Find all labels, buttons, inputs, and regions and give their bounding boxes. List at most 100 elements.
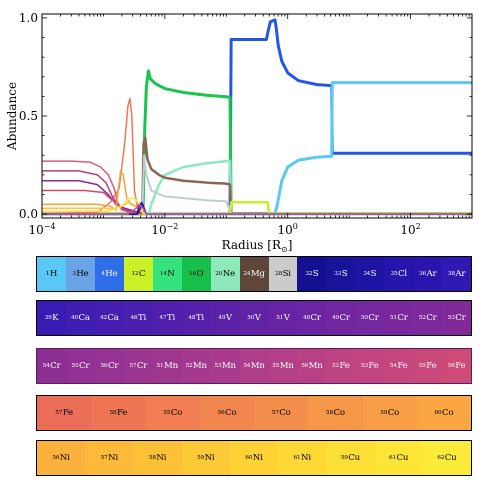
isotope-symbol: Ni <box>205 453 215 463</box>
isotope-symbol: Mn <box>309 361 323 371</box>
isotope-row-5: 56 Ni 57 Ni 58 Ni 59 Ni 60 Ni 61 Ni 59 Cu 61 Cu 62 Cu <box>36 440 472 476</box>
isotope-mass-number: 59 <box>197 455 204 461</box>
isotope-mass-number: 34 <box>363 271 370 277</box>
isotope-symbol: Cr <box>339 313 349 323</box>
isotope-symbol: Cr <box>311 313 321 323</box>
isotope-symbol: O <box>196 269 203 279</box>
isotope-symbol: Fe <box>455 361 465 371</box>
x-axis-label: Radius [R⊙] <box>222 238 293 254</box>
isotope-mass-number: 59 <box>380 410 387 416</box>
isotope-cell: 33 S <box>326 257 355 291</box>
x-axis-label-close: ] <box>288 238 293 252</box>
isotope-cell: 60 Ni <box>230 441 278 475</box>
plot-frame <box>42 14 472 218</box>
isotope-mass-number: 56 <box>100 363 107 369</box>
isotope-symbol: K <box>52 313 58 323</box>
isotope-symbol: S <box>313 269 319 279</box>
isotope-symbol: Fe <box>397 361 407 371</box>
isotope-mass-number: 58 <box>149 455 156 461</box>
isotope-cell: 61 Cu <box>375 441 423 475</box>
isotope-symbol: Mg <box>251 269 265 279</box>
isotope-mass-number: 47 <box>159 315 166 321</box>
isotope-mass-number: 50 <box>361 315 368 321</box>
isotope-symbol: Cr <box>79 361 89 371</box>
isotope-cell: 3 He <box>66 257 95 291</box>
isotope-mass-number: 53 <box>361 363 368 369</box>
isotope-symbol: N <box>167 269 174 279</box>
isotope-mass-number: 55 <box>419 363 426 369</box>
isotope-mass-number: 16 <box>189 271 196 277</box>
isotope-cell: 54 Fe <box>384 349 413 383</box>
isotope-cell: 56 Co <box>200 396 254 430</box>
isotope-symbol: Cr <box>426 313 436 323</box>
isotope-symbol: He <box>76 269 88 279</box>
isotope-mass-number: 51 <box>390 315 397 321</box>
isotope-cell: 58 Fe <box>91 396 145 430</box>
isotope-symbol: Ar <box>455 269 465 279</box>
isotope-cell: 52 Cr <box>413 301 442 335</box>
isotope-cell: 24 Mg <box>240 257 269 291</box>
isotope-cell: 55 Fe <box>413 349 442 383</box>
isotope-cell: 57 Ni <box>85 441 133 475</box>
isotope-symbol: Ar <box>426 269 436 279</box>
isotope-symbol: Cu <box>348 453 360 463</box>
isotope-symbol: Cr <box>368 313 378 323</box>
isotope-cell: 55 Cr <box>66 349 95 383</box>
isotope-symbol: V <box>226 313 232 323</box>
abundance-chart: 10−4 10−2 100 102 0.0 0.5 1.0 Abundance Radius… <box>0 0 484 260</box>
isotope-cell: 58 Co <box>308 396 362 430</box>
isotope-symbol: Mn <box>193 361 207 371</box>
isotope-symbol: Fe <box>63 408 73 418</box>
isotope-mass-number: 56 <box>217 410 224 416</box>
isotope-cell: 57 Cr <box>124 349 153 383</box>
isotope-cell: 54 Mn <box>240 349 269 383</box>
isotope-cell: 49 V <box>211 301 240 335</box>
x-tick-label: 100 <box>278 222 298 237</box>
isotope-mass-number: 38 <box>448 271 455 277</box>
isotope-symbol: Ne <box>223 269 235 279</box>
y-tick-label: 1.0 <box>19 11 38 25</box>
isotope-mass-number: 59 <box>341 455 348 461</box>
isotope-symbol: S <box>342 269 348 279</box>
isotope-row-2: 39 K 40 Ca 42 Ca 46 Ti 47 Ti 48 Ti 49 V 50 V 51 V 48 Cr 49 Cr… <box>36 300 472 336</box>
isotope-symbol: Cl <box>398 269 407 279</box>
isotope-cell: 51 V <box>269 301 298 335</box>
isotope-cell: 60 Co <box>417 396 471 430</box>
isotope-mass-number: 4 <box>101 271 105 277</box>
isotope-symbol: V <box>284 313 290 323</box>
isotope-mass-number: 52 <box>185 363 192 369</box>
isotope-cell: 51 Cr <box>384 301 413 335</box>
isotope-symbol: He <box>105 269 117 279</box>
isotope-cell: 55 Co <box>146 396 200 430</box>
isotope-cell: 53 Cr <box>442 301 471 335</box>
isotope-symbol: Mn <box>280 361 294 371</box>
isotope-cell: 16 O <box>182 257 211 291</box>
isotope-mass-number: 49 <box>332 315 339 321</box>
isotope-symbol: Cr <box>108 361 118 371</box>
isotope-symbol: V <box>255 313 261 323</box>
isotope-mass-number: 52 <box>332 363 339 369</box>
isotope-cell: 52 Mn <box>182 349 211 383</box>
isotope-symbol: Ni <box>60 453 70 463</box>
isotope-cell: 38 Ar <box>442 257 471 291</box>
isotope-symbol: Cr <box>397 313 407 323</box>
isotope-mass-number: 50 <box>247 315 254 321</box>
isotope-cell: 62 Cu <box>423 441 471 475</box>
isotope-symbol: Cr <box>50 361 60 371</box>
isotope-symbol: Ca <box>78 313 89 323</box>
isotope-mass-number: 49 <box>218 315 225 321</box>
isotope-symbol: Cr <box>455 313 465 323</box>
isotope-symbol: Mn <box>251 361 265 371</box>
isotope-cell: 40 Ca <box>66 301 95 335</box>
isotope-mass-number: 3 <box>72 271 76 277</box>
isotope-symbol: Co <box>442 408 453 418</box>
isotope-mass-number: 58 <box>326 410 333 416</box>
isotope-mass-number: 54 <box>390 363 397 369</box>
isotope-mass-number: 32 <box>305 271 312 277</box>
isotope-mass-number: 55 <box>272 363 279 369</box>
isotope-mass-number: 46 <box>130 315 137 321</box>
isotope-cell: 4 He <box>95 257 124 291</box>
isotope-mass-number: 20 <box>215 271 222 277</box>
isotope-mass-number: 53 <box>448 315 455 321</box>
